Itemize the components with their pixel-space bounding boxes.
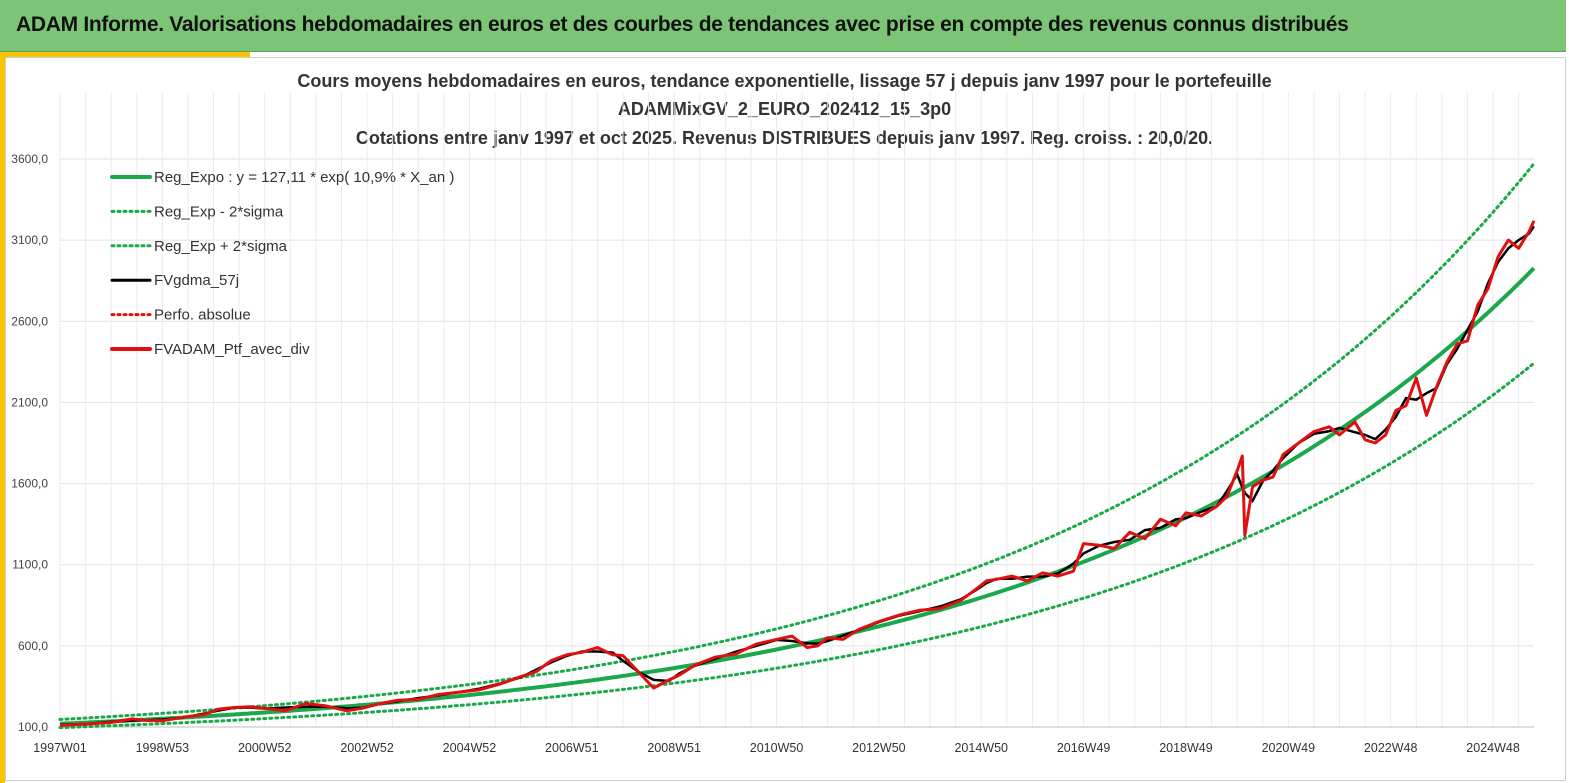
legend-label: Reg_Exp - 2*sigma	[154, 203, 284, 220]
x-tick-label: 1997W01	[33, 741, 87, 755]
x-tick-label: 2012W50	[852, 741, 906, 755]
series-fvadam-ptf-avec-div	[59, 220, 1536, 727]
x-tick-label: 2014W50	[954, 741, 1008, 755]
series-reg-exp-minus-2sigma	[58, 361, 1536, 730]
x-tick-label: 2010W50	[750, 741, 804, 755]
banner-title: ADAM Informe. Valorisations hebdomadaire…	[16, 13, 1349, 36]
x-tick-label: 1998W53	[136, 741, 190, 755]
y-tick-label: 2600,0	[11, 314, 48, 328]
legend-label: Perfo. absolue	[154, 307, 251, 324]
y-tick-label: 3600,0	[11, 152, 48, 166]
accent-bar-top	[0, 52, 250, 57]
accent-bar-left	[0, 52, 5, 783]
x-tick-label: 2002W52	[340, 741, 394, 755]
x-tick-label: 2018W49	[1159, 741, 1213, 755]
legend-label: Reg_Expo : y = 127,11 * exp( 10,9% * X_a…	[154, 169, 454, 186]
x-tick-label: 2006W51	[545, 741, 599, 755]
y-tick-label: 600,0	[18, 639, 48, 653]
series-reg-expo	[59, 266, 1536, 726]
legend-label: Reg_Exp + 2*sigma	[154, 238, 288, 255]
series-fvgdma-57j	[59, 225, 1536, 726]
chart-subtitle-2: Cotations entre janv 1997 et oct 2025. R…	[355, 128, 1214, 148]
series-layer	[58, 162, 1536, 730]
x-tick-label: 2022W48	[1364, 741, 1418, 755]
y-tick-label: 100,0	[18, 720, 48, 734]
axes: 100,0 600,0 1100,0 1600,0 2100,0 2600,0 3100,0…	[11, 152, 1534, 755]
x-tick-label: 2008W51	[647, 741, 701, 755]
x-tick-label: 2004W52	[443, 741, 497, 755]
grid-lines	[59, 92, 1534, 728]
x-tick-label: 2020W49	[1262, 741, 1316, 755]
y-tick-label: 3100,0	[11, 233, 48, 247]
x-tick-label: 2016W49	[1057, 741, 1111, 755]
legend-label: FVgdma_57j	[154, 272, 239, 289]
chart-frame	[5, 57, 1566, 781]
x-tick-label: 2000W52	[238, 741, 292, 755]
x-tick-label: 2024W48	[1466, 741, 1520, 755]
header-banner: ADAM Informe. Valorisations hebdomadaire…	[0, 0, 1566, 52]
chart-title: Cours moyens hebdomadaires en euros, ten…	[297, 71, 1272, 91]
y-tick-label: 2100,0	[11, 395, 48, 409]
chart-subtitle: ADAMMixGV_2_EURO_202412_15_3p0	[617, 99, 952, 119]
legend-label: FVADAM_Ptf_avec_div	[154, 341, 310, 358]
y-tick-label: 1600,0	[11, 477, 48, 491]
y-tick-label: 1100,0	[12, 558, 48, 572]
legend: Reg_Expo : y = 127,11 * exp( 10,9% * X_a…	[110, 169, 454, 358]
